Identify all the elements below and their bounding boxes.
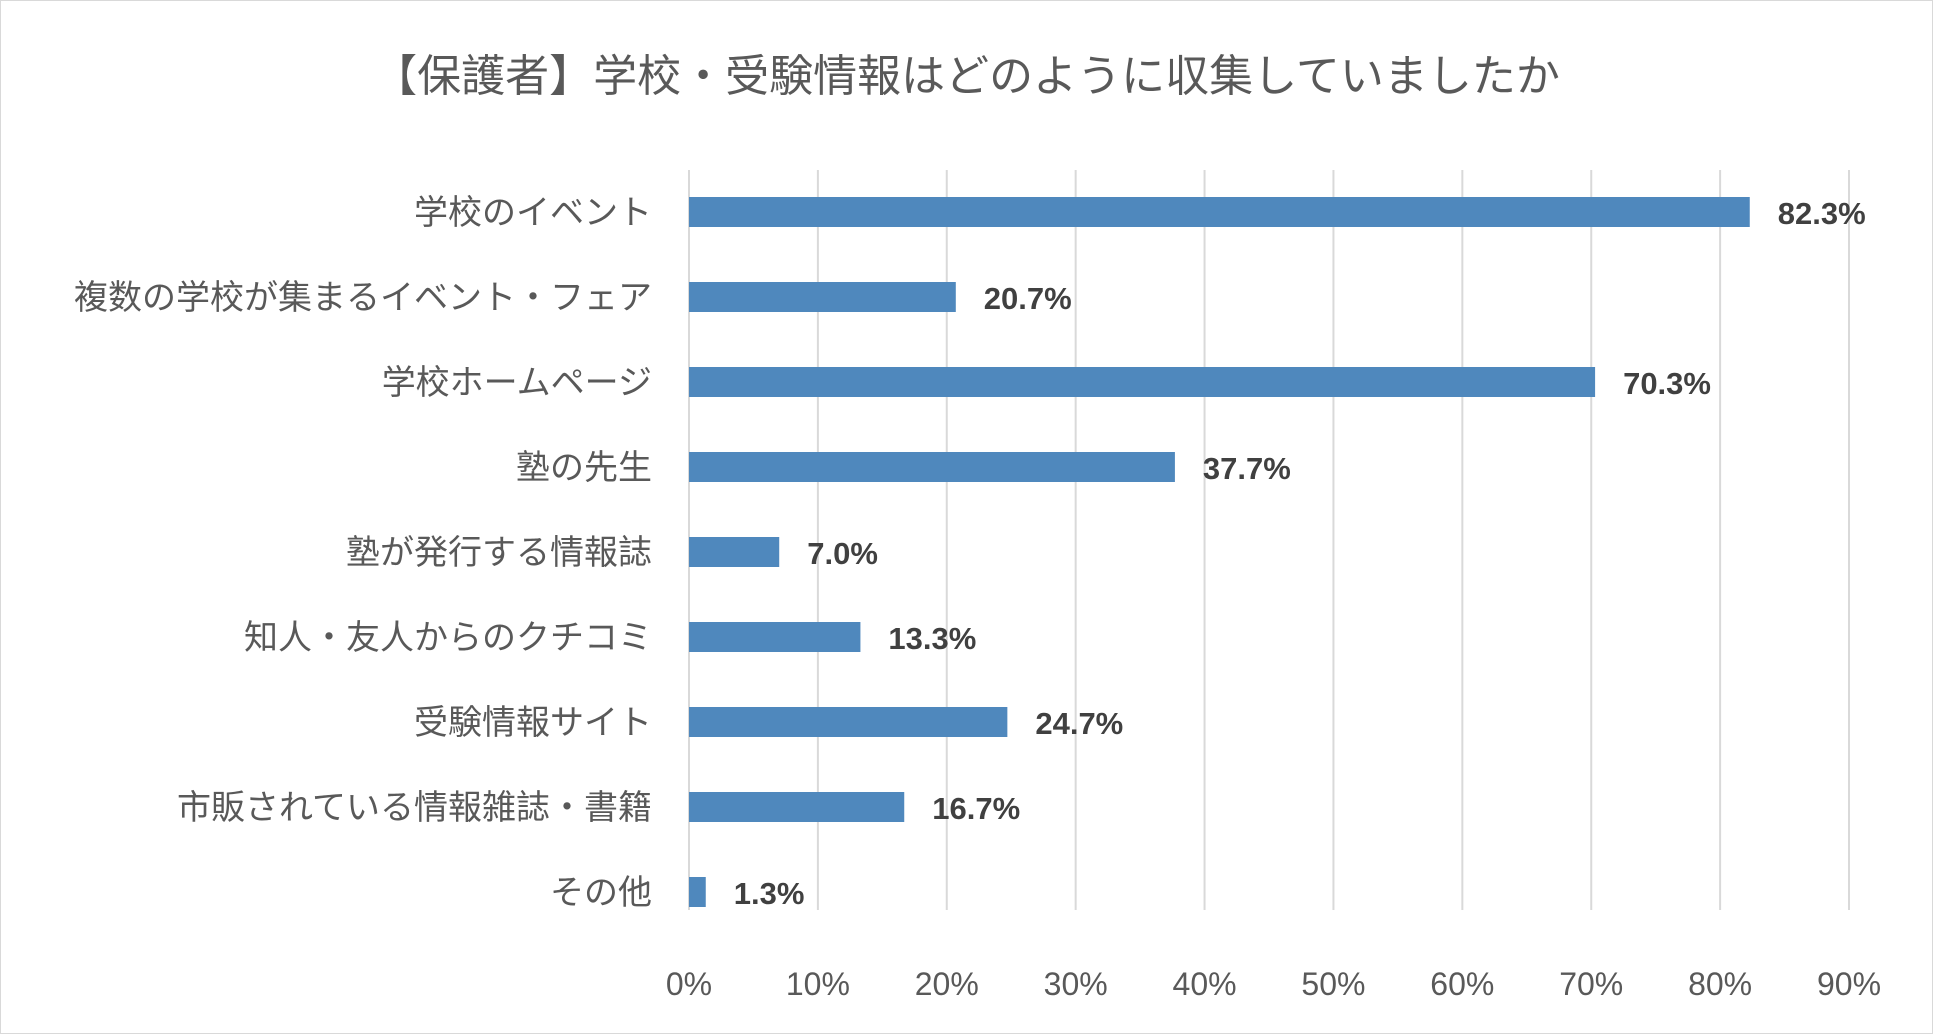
x-tick-label: 60% — [1430, 966, 1494, 1002]
x-tick-label: 90% — [1817, 966, 1881, 1002]
bar — [689, 452, 1175, 482]
category-label: 学校ホームページ — [382, 363, 652, 403]
data-labels: 82.3% 20.7% 70.3% 37.7% 7.0% 13.3% 24.7% 16.7% 1… — [734, 196, 1866, 911]
bar — [689, 877, 706, 907]
x-axis-tick-labels: 0% 10% 20% 30% 40% 50% 60% 70% 80% 90% — [666, 966, 1881, 1002]
data-label: 70.3% — [1623, 366, 1711, 401]
x-tick-label: 20% — [915, 966, 979, 1002]
data-label: 24.7% — [1035, 706, 1123, 741]
category-labels: 学校のイベント複数の学校が集まるイベント・フェア学校ホームページ塾の先生塾が発行… — [74, 193, 652, 913]
category-label: 塾の先生 — [516, 448, 652, 488]
data-label: 82.3% — [1778, 196, 1866, 231]
category-label: 受験情報サイト — [414, 703, 652, 743]
bar — [689, 792, 905, 822]
category-label: 学校のイベント — [414, 193, 652, 233]
category-label: 塾が発行する情報誌 — [346, 533, 652, 573]
chart-title: 【保護者】学校・受験情報はどのように収集していましたか — [373, 51, 1560, 102]
bar — [689, 282, 956, 312]
x-tick-label: 30% — [1044, 966, 1108, 1002]
category-label: 知人・友人からのクチコミ — [244, 618, 652, 658]
x-tick-label: 80% — [1688, 966, 1752, 1002]
grid-lines — [688, 170, 1850, 910]
x-tick-label: 50% — [1301, 966, 1365, 1002]
x-tick-label: 10% — [786, 966, 850, 1002]
bars — [689, 197, 1750, 907]
x-tick-label: 0% — [666, 966, 712, 1002]
category-label: 市販されている情報雑誌・書籍 — [177, 788, 652, 828]
category-label: 複数の学校が集まるイベント・フェア — [74, 278, 652, 318]
bar — [689, 367, 1596, 397]
category-label: その他 — [550, 873, 652, 913]
data-label: 16.7% — [932, 791, 1020, 826]
x-tick-label: 70% — [1559, 966, 1623, 1002]
data-label: 7.0% — [807, 536, 878, 571]
data-label: 37.7% — [1203, 451, 1291, 486]
bar — [689, 197, 1750, 227]
data-label: 1.3% — [734, 876, 805, 911]
bar — [689, 622, 861, 652]
x-tick-label: 40% — [1173, 966, 1237, 1002]
data-label: 13.3% — [888, 621, 976, 656]
bar — [689, 537, 780, 567]
data-label: 20.7% — [984, 281, 1072, 316]
bar — [689, 707, 1008, 737]
